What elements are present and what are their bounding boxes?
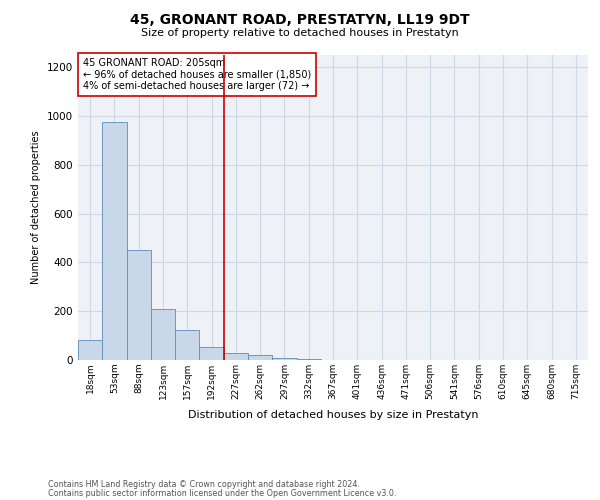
Bar <box>248 355 272 360</box>
Text: 45, GRONANT ROAD, PRESTATYN, LL19 9DT: 45, GRONANT ROAD, PRESTATYN, LL19 9DT <box>130 12 470 26</box>
Text: Contains public sector information licensed under the Open Government Licence v3: Contains public sector information licen… <box>48 488 397 498</box>
Y-axis label: Number of detached properties: Number of detached properties <box>31 130 41 284</box>
Bar <box>78 340 102 360</box>
Bar <box>224 352 248 360</box>
Bar <box>175 330 199 360</box>
Bar <box>199 346 224 360</box>
Text: Contains HM Land Registry data © Crown copyright and database right 2024.: Contains HM Land Registry data © Crown c… <box>48 480 360 489</box>
Text: 45 GRONANT ROAD: 205sqm
← 96% of detached houses are smaller (1,850)
4% of semi-: 45 GRONANT ROAD: 205sqm ← 96% of detache… <box>83 58 311 91</box>
X-axis label: Distribution of detached houses by size in Prestatyn: Distribution of detached houses by size … <box>188 410 478 420</box>
Bar <box>272 358 296 360</box>
Bar <box>127 250 151 360</box>
Bar <box>151 309 175 360</box>
Text: Size of property relative to detached houses in Prestatyn: Size of property relative to detached ho… <box>141 28 459 38</box>
Bar <box>102 122 127 360</box>
